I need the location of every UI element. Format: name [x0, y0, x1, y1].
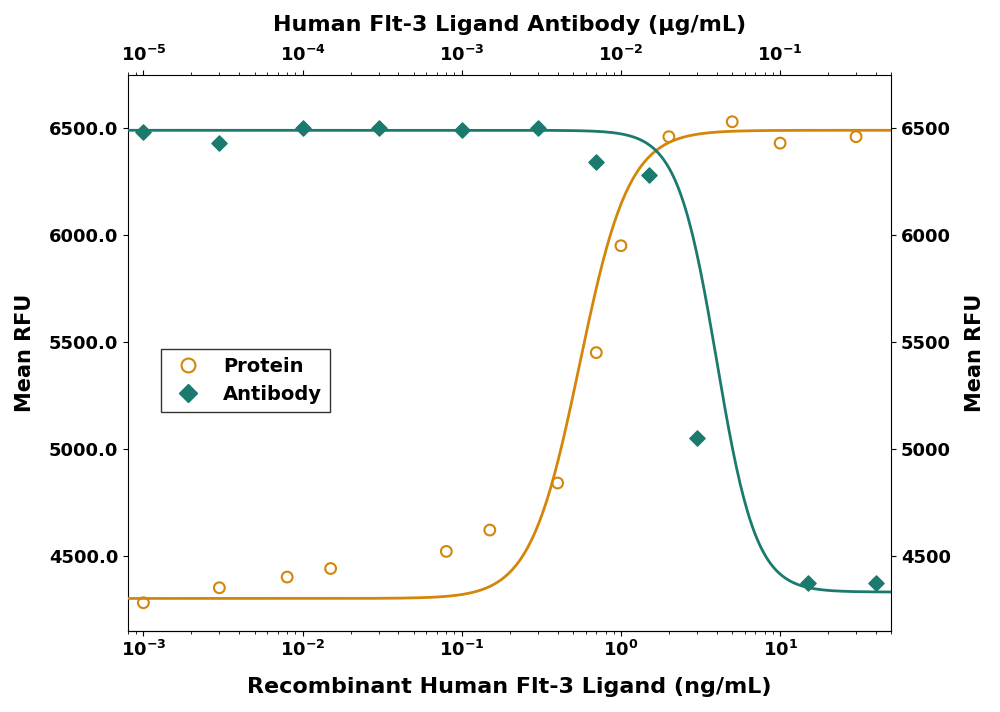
Point — [371, 122, 387, 134]
Point — [800, 577, 816, 589]
Point — [279, 571, 295, 582]
Y-axis label: Mean RFU: Mean RFU — [15, 293, 35, 412]
Point — [135, 127, 151, 138]
Point — [641, 169, 657, 181]
Point — [661, 131, 677, 142]
Point — [868, 577, 884, 589]
Point — [211, 137, 227, 149]
Point — [135, 597, 151, 609]
Point — [588, 347, 604, 358]
Point — [588, 157, 604, 168]
Point — [295, 122, 311, 134]
Y-axis label: Mean RFU: Mean RFU — [965, 293, 985, 412]
Point — [323, 562, 339, 574]
Legend: Protein, Antibody: Protein, Antibody — [161, 349, 330, 412]
Point — [613, 240, 629, 251]
Point — [438, 545, 454, 557]
Point — [530, 122, 546, 134]
Point — [211, 582, 227, 594]
Point — [689, 432, 705, 444]
Point — [724, 116, 740, 127]
Point — [848, 131, 864, 142]
Point — [772, 137, 788, 149]
X-axis label: Human Flt-3 Ligand Antibody (μg/mL): Human Flt-3 Ligand Antibody (μg/mL) — [273, 15, 746, 35]
Point — [482, 524, 498, 535]
X-axis label: Recombinant Human Flt-3 Ligand (ng/mL): Recombinant Human Flt-3 Ligand (ng/mL) — [247, 677, 772, 697]
Point — [550, 477, 566, 488]
Point — [454, 125, 470, 136]
